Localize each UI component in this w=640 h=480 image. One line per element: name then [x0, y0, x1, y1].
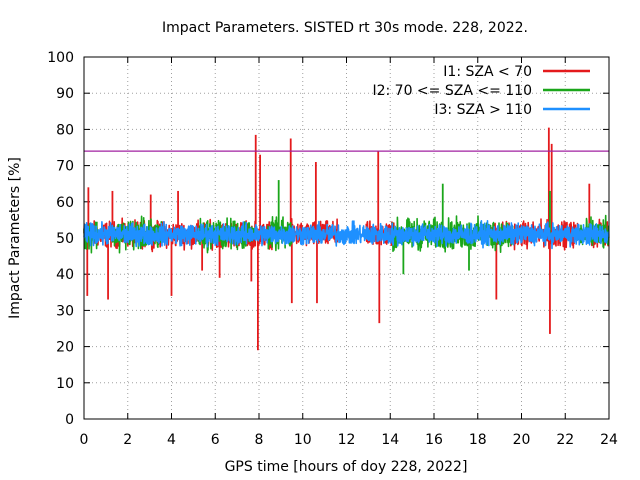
- series-3-line: [83, 220, 610, 250]
- x-tick-label: 8: [255, 432, 264, 448]
- x-tick-label: 4: [167, 432, 176, 448]
- x-tick-label: 18: [469, 432, 487, 448]
- legend-label-1: I1: SZA < 70: [443, 64, 532, 80]
- x-tick-label: 6: [211, 432, 220, 448]
- x-tick-label: 14: [381, 432, 399, 448]
- x-tick-label: 24: [600, 432, 618, 448]
- legend-label-2: I2: 70 <= SZA <= 110: [372, 83, 532, 99]
- y-tick-label: 10: [56, 376, 74, 392]
- y-tick-label: 100: [47, 50, 74, 66]
- y-tick-label: 30: [56, 303, 74, 319]
- y-tick-label: 20: [56, 340, 74, 356]
- y-tick-label: 60: [56, 195, 74, 211]
- y-tick-label: 40: [56, 267, 74, 283]
- y-tick-label: 80: [56, 122, 74, 138]
- plot-frame: [83, 56, 610, 420]
- y-tick-label: 50: [56, 231, 74, 247]
- x-tick-label: 20: [513, 432, 531, 448]
- x-tick-label: 16: [425, 432, 443, 448]
- x-tick-label: 0: [80, 432, 89, 448]
- x-tick-label: 22: [556, 432, 574, 448]
- x-tick-label: 10: [294, 432, 312, 448]
- series-3: [83, 220, 610, 250]
- x-axis-label: GPS time [hours of doy 228, 2022]: [225, 459, 468, 475]
- y-axis-label: Impact Parameters [%]: [7, 157, 23, 319]
- y-tick-label: 90: [56, 86, 74, 102]
- chart-title: Impact Parameters. SISTED rt 30s mode. 2…: [162, 20, 528, 36]
- legend-label-3: I3: SZA > 110: [434, 102, 532, 118]
- y-tick-label: 70: [56, 159, 74, 175]
- series-layer: [83, 127, 610, 351]
- x-tick-label: 12: [338, 432, 356, 448]
- x-tick-label: 2: [123, 432, 132, 448]
- y-tick-label: 0: [65, 412, 74, 428]
- legend: I1: SZA < 70 I2: 70 <= SZA <= 110 I3: SZA …: [372, 64, 590, 118]
